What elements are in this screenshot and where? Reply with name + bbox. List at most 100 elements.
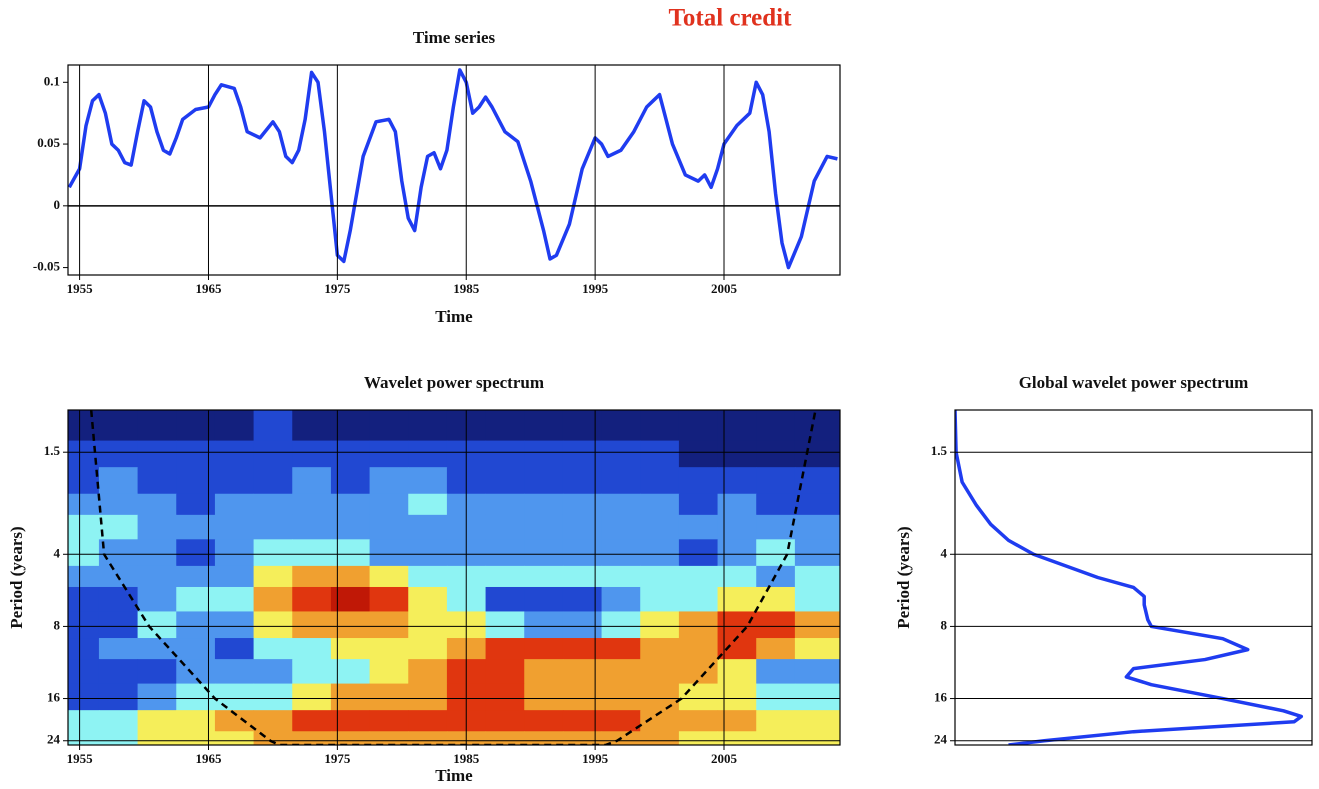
heat-cell (678, 710, 719, 732)
heat-cell (330, 514, 371, 540)
heat-cell (369, 410, 409, 442)
heat-cell (369, 586, 409, 612)
heat-cell (253, 514, 293, 540)
heat-cell (794, 586, 840, 612)
heat-cell (562, 565, 603, 588)
heat-cell (137, 638, 177, 660)
heat-cell (601, 493, 641, 516)
heat-cell (485, 514, 525, 540)
heat-cell (562, 586, 603, 612)
heat-cell (137, 467, 177, 495)
heat-cell (369, 659, 409, 685)
heat-cell (292, 467, 332, 495)
y-tick-label: -0.05 (33, 259, 61, 274)
heat-cell (253, 493, 293, 516)
chart-title: Wavelet power spectrum (364, 373, 544, 392)
heat-cell (717, 710, 757, 732)
heat-cell (68, 440, 100, 468)
heat-cell (408, 586, 448, 612)
heat-cell (292, 440, 332, 468)
heat-cell (408, 467, 448, 495)
heat-cell (562, 710, 603, 732)
heat-cell (98, 410, 139, 442)
heat-cell (794, 710, 840, 732)
y-tick-label: 24 (934, 732, 948, 747)
heat-cell (330, 638, 371, 660)
heat-cell (601, 638, 641, 660)
heat-cell (330, 731, 371, 745)
heat-cell (640, 467, 680, 495)
x-tick-label: 1955 (67, 751, 94, 766)
heat-cell (524, 467, 564, 495)
heat-cell (330, 586, 371, 612)
heat-cell (253, 565, 293, 588)
heat-cell (68, 467, 100, 495)
heat-cell (601, 659, 641, 685)
series-line (68, 68, 838, 270)
heat-cell (678, 539, 719, 567)
heat-cell (562, 659, 603, 685)
heat-cell (137, 539, 177, 567)
heat-cell (524, 638, 564, 660)
heat-cell (330, 565, 371, 588)
heat-cell (640, 440, 680, 468)
y-tick-label: 0.05 (37, 135, 60, 150)
plot-area (955, 410, 1304, 745)
heat-cell (717, 467, 757, 495)
heat-cell (717, 586, 757, 612)
heat-cell (137, 440, 177, 468)
heat-cell (717, 493, 757, 516)
heat-cell (253, 539, 293, 567)
heat-cell (253, 659, 293, 685)
y-tick-label: 16 (47, 690, 61, 705)
heat-cell (137, 659, 177, 685)
y-tick-label: 8 (941, 617, 948, 632)
heat-cell (562, 683, 603, 711)
heat-cell (678, 493, 719, 516)
heat-cell (524, 539, 564, 567)
heat-cell (330, 440, 371, 468)
heat-cell (756, 710, 796, 732)
heat-cell (794, 683, 840, 711)
heat-cell (678, 731, 719, 745)
heat-cell (68, 565, 100, 588)
heat-cell (717, 731, 757, 745)
heat-cell (756, 514, 796, 540)
heat-cell (794, 493, 840, 516)
heat-cell (640, 514, 680, 540)
heat-cell (369, 710, 409, 732)
heat-cell (678, 514, 719, 540)
heat-cell (253, 638, 293, 660)
heat-cell (214, 659, 255, 685)
heat-cell (176, 731, 216, 745)
heat-cell (562, 440, 603, 468)
heat-cell (408, 565, 448, 588)
heat-cell (756, 659, 796, 685)
y-axis-title: Period (years) (894, 526, 913, 628)
heat-cell (640, 586, 680, 612)
y-tick-label: 4 (54, 545, 61, 560)
heat-cell (524, 493, 564, 516)
heat-cell (601, 611, 641, 639)
heat-cell (756, 467, 796, 495)
x-tick-label: 2005 (711, 281, 738, 296)
heat-cell (678, 565, 719, 588)
heat-cell (214, 467, 255, 495)
heat-cell (756, 683, 796, 711)
heat-cell (330, 659, 371, 685)
heat-cell (137, 710, 177, 732)
heat-cell (601, 586, 641, 612)
series-line (955, 410, 1304, 745)
heat-cell (98, 731, 139, 745)
heat-cell (640, 710, 680, 732)
heat-cell (756, 493, 796, 516)
heat-cell (717, 565, 757, 588)
heat-cell (794, 467, 840, 495)
heat-cell (292, 611, 332, 639)
heat-cell (369, 493, 409, 516)
heat-cell (756, 440, 796, 468)
y-tick-label: 24 (47, 732, 61, 747)
heat-cell (253, 683, 293, 711)
heat-cell (176, 410, 216, 442)
heat-cell (176, 493, 216, 516)
